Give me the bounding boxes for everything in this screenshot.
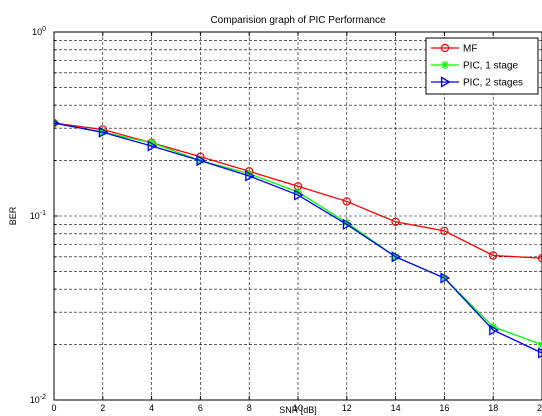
legend-item: PIC, 2 stages (431, 76, 523, 89)
x-tick-label: 12 (342, 403, 352, 413)
legend-marker (441, 61, 449, 69)
data-point (342, 197, 351, 206)
grid (54, 32, 542, 400)
series-line (54, 122, 542, 259)
legend-label: MF (463, 44, 477, 55)
data-point (537, 253, 542, 263)
data-point (440, 272, 451, 284)
y-axis-label: BER (8, 206, 18, 225)
series-3 (54, 119, 542, 359)
y-tick-label: 10-1 (30, 210, 46, 221)
x-tick-label: 0 (51, 403, 56, 413)
series-line (54, 122, 542, 354)
x-tick-label: 16 (439, 403, 449, 413)
x-tick-label: 6 (198, 403, 203, 413)
x-tick-label: 18 (488, 403, 498, 413)
data-point (537, 347, 542, 359)
data-point (342, 218, 353, 231)
legend-item: PIC, 1 stage (431, 61, 518, 72)
data-point (293, 189, 304, 201)
x-axis-label: SNR [dB] (279, 405, 317, 415)
data-point (538, 340, 542, 349)
data-point (489, 324, 500, 336)
x-tick-label: 20 (537, 403, 542, 413)
y-tick-label: 10-2 (30, 394, 46, 405)
series-layer (54, 118, 542, 359)
x-tick-label: 8 (247, 403, 252, 413)
x-tick-label: 14 (391, 403, 401, 413)
data-point (98, 126, 109, 138)
legend: MF PIC, 1 stage PIC, 2 stages (425, 37, 539, 95)
legend-label: PIC, 2 stages (463, 78, 523, 89)
legend-marker (440, 43, 450, 53)
y-tick-label: 100 (32, 26, 46, 37)
legend-marker (440, 76, 451, 88)
data-point (196, 154, 207, 167)
data-point (245, 170, 256, 182)
chart-title: Comparision graph of PIC Performance (210, 15, 386, 26)
legend-item: MF (431, 44, 477, 55)
x-tick-label: 4 (149, 403, 154, 413)
data-point (54, 119, 60, 127)
x-tick-label: 10 (293, 403, 303, 413)
data-point (440, 226, 449, 236)
x-tick-label: 2 (100, 403, 105, 413)
legend-label: PIC, 1 stage (463, 61, 518, 72)
data-point (391, 217, 400, 226)
data-point (147, 140, 158, 152)
data-point (489, 251, 498, 260)
data-point (391, 251, 402, 263)
